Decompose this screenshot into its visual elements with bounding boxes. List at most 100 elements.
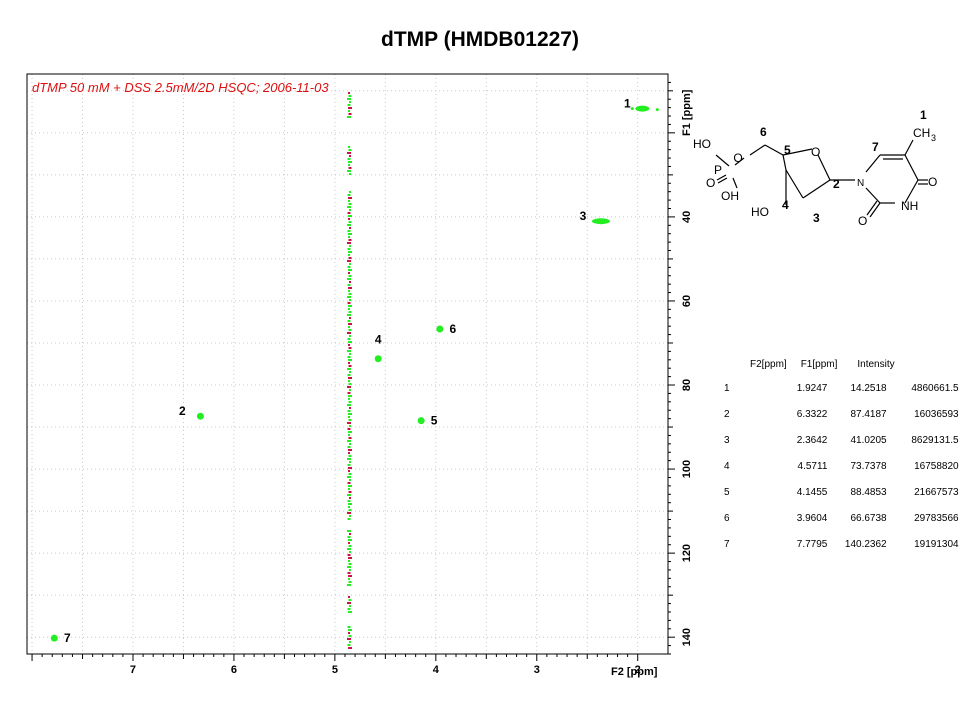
solvent-streak-segment	[349, 515, 352, 517]
structure-atom-label: 3	[931, 133, 936, 143]
structure-atom-label: O	[928, 175, 937, 189]
solvent-streak-segment	[348, 488, 351, 490]
solvent-streak-segment	[348, 269, 353, 271]
f1-value: 73.7378	[850, 461, 887, 472]
row-index: 5	[724, 487, 730, 498]
solvent-streak-segment	[348, 395, 353, 397]
x-axis-label: F2 [ppm]	[611, 666, 658, 678]
solvent-streak-segment	[347, 194, 351, 196]
f1-value: 140.2362	[844, 539, 887, 550]
peak-markers: 1 2 3 4 5 6 7	[50, 97, 659, 645]
solvent-streak-segment	[347, 518, 351, 520]
peak-2: 2	[179, 404, 204, 420]
solvent-streak-segment	[349, 281, 352, 283]
solvent-streak-segment	[348, 563, 352, 565]
solvent-streak-segment	[348, 560, 351, 562]
solvent-streak-segment	[348, 254, 351, 256]
solvent-streak-segment	[349, 389, 352, 391]
solvent-streak-segment	[348, 362, 351, 364]
solvent-streak-segment	[347, 242, 352, 244]
solvent-streak-segment	[349, 227, 352, 229]
solvent-streak-segment	[347, 260, 352, 262]
solvent-streak-segment	[348, 416, 351, 418]
solvent-streak-segment	[347, 296, 352, 298]
structure-position-number: 7	[872, 140, 879, 154]
solvent-streak-segment	[348, 581, 352, 583]
intensity-value: 29783566	[914, 513, 959, 524]
structure-position-number: 2	[833, 177, 840, 191]
structure-atom-label: O	[733, 151, 742, 165]
solvent-streak-segment	[347, 422, 352, 424]
solvent-streak-segment	[348, 491, 352, 493]
peak-6: 6	[436, 322, 456, 336]
structure-atom-label: O	[811, 145, 820, 159]
solvent-streak-segment	[348, 293, 352, 295]
peak-7: 7	[50, 631, 71, 645]
row-index: 6	[724, 513, 730, 524]
solvent-streak-segment	[349, 173, 352, 175]
structure-position-number: 6	[760, 125, 767, 139]
solvent-streak-segment	[348, 473, 352, 475]
solvent-streak-segment	[347, 350, 352, 352]
solvent-streak-segment	[347, 626, 351, 628]
peak-5: 5	[417, 414, 438, 428]
solvent-streak-segment	[347, 404, 352, 406]
structure-atom-label: N	[857, 178, 864, 189]
solvent-streak-segment	[348, 449, 353, 451]
table-row: 5 4.1455 88.4853 21667573	[716, 487, 959, 513]
solvent-streak-segment	[349, 317, 352, 319]
solvent-streak-segment	[348, 647, 353, 649]
peak-marker	[630, 107, 634, 111]
f2-value: 6.3322	[796, 409, 828, 420]
solvent-streak-segment	[347, 536, 351, 538]
solvent-streak-segment	[347, 104, 351, 106]
solvent-streak-segment	[348, 149, 352, 151]
grid-lines	[27, 74, 668, 654]
structure-position-number: 5	[784, 143, 791, 157]
solvent-streak-segment	[349, 191, 352, 193]
solvent-streak-segment	[349, 443, 352, 445]
solvent-streak-segment	[349, 569, 352, 571]
peak-table-header: F2[ppm] F1[ppm] Intensity	[716, 358, 959, 383]
row-index: 7	[724, 539, 730, 550]
peak-label: 1	[624, 97, 631, 111]
solvent-streak-segment	[348, 632, 351, 634]
intensity-value: 19191304	[914, 539, 959, 550]
peak-marker	[436, 325, 444, 333]
structure-atom-label: O	[706, 176, 715, 190]
f2-value: 1.9247	[796, 383, 828, 394]
peak-1: 1	[624, 97, 659, 112]
solvent-streak-segment	[348, 575, 353, 577]
solvent-streak-segment	[347, 152, 352, 154]
solvent-streak-segment	[348, 377, 353, 379]
solvent-streak-segment	[348, 164, 351, 166]
solvent-streak-segment	[348, 203, 352, 205]
structure-position-number: 1	[920, 108, 927, 122]
solvent-streak-segment	[348, 503, 353, 505]
solvent-streak-segment	[348, 359, 353, 361]
solvent-streak-segment	[349, 407, 352, 409]
y-tick-label: 40	[681, 211, 693, 223]
table-row: 2 6.3322 87.4187 16036593	[716, 409, 959, 435]
solvent-streak-segment	[347, 314, 352, 316]
peak-marker	[591, 218, 610, 225]
solvent-streak-segment	[347, 206, 352, 208]
solvent-streak-segment	[347, 230, 351, 232]
solvent-streak-segment	[348, 272, 351, 274]
row-index: 3	[724, 435, 730, 446]
solvent-streak-segment	[348, 287, 353, 289]
solvent-streak-segment	[347, 212, 351, 214]
solvent-streak-segment	[348, 413, 353, 415]
solvent-streak-segment	[349, 245, 352, 247]
x-tick-label: 6	[231, 664, 237, 676]
peak-marker	[655, 108, 659, 112]
solvent-streak-segment	[347, 428, 351, 430]
f2-value: 2.3642	[796, 435, 828, 446]
table-row: 1 1.9247 14.2518 4860661.5	[716, 383, 959, 409]
peak-label: 5	[431, 414, 438, 428]
table-row: 7 7.7795 140.2362 19191304	[716, 539, 959, 565]
solvent-streak-segment	[349, 641, 352, 643]
peak-label: 7	[64, 631, 71, 645]
solvent-streak-segment	[348, 305, 353, 307]
